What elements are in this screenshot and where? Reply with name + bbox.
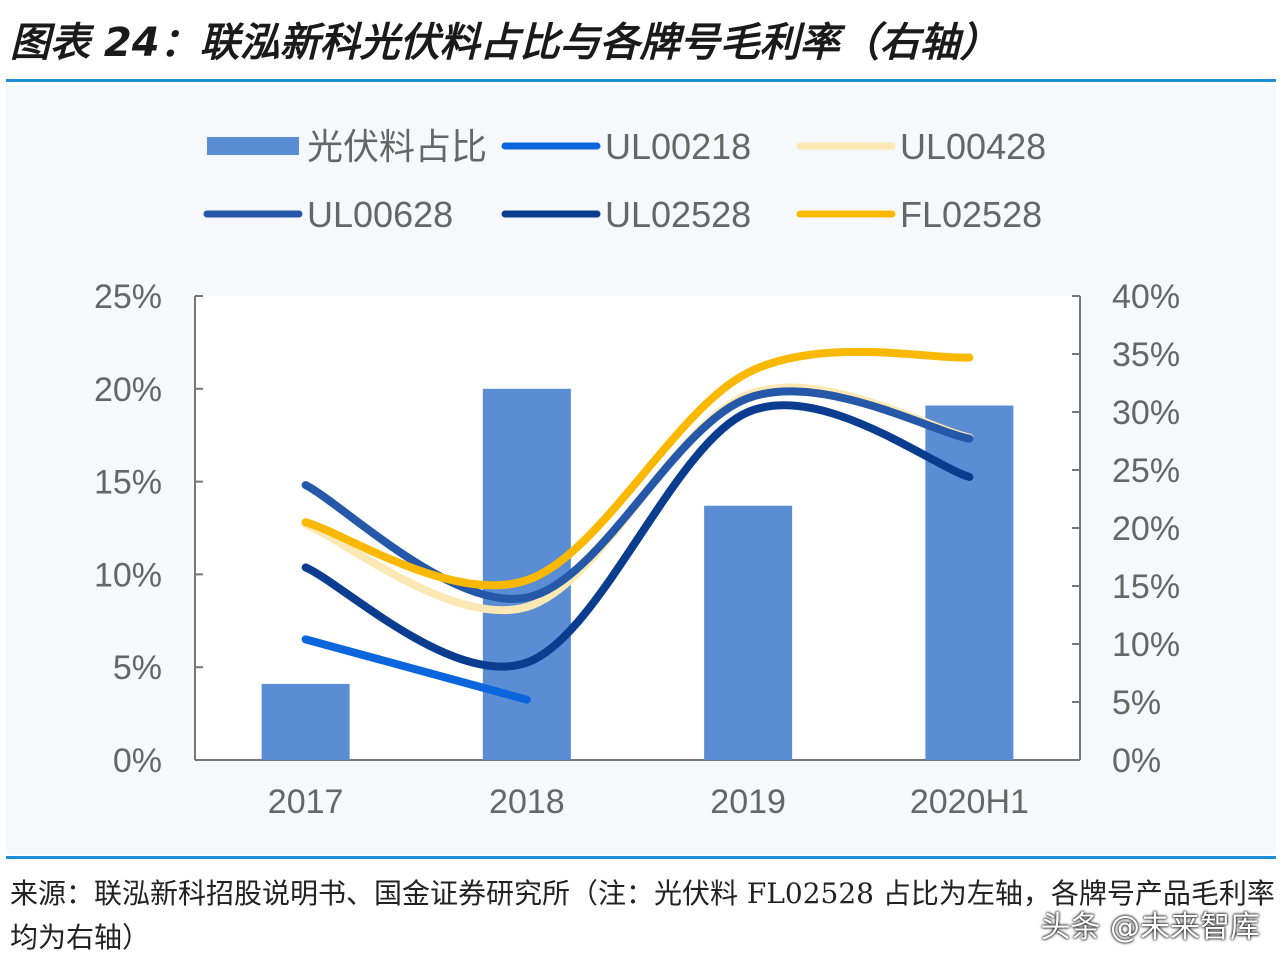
right-tick-label: 10% [1112,626,1180,664]
title-divider [6,79,1276,82]
left-tick-label: 15% [94,464,162,502]
source-divider [6,856,1276,859]
right-tick-label: 40% [1112,278,1180,316]
bar-2017 [261,683,350,760]
legend-swatch-光伏料占比 [207,137,299,155]
line-UL00218 [301,635,531,704]
legend-label-UL00628: UL00628 [307,194,453,235]
left-tick-label: 25% [94,278,162,316]
line-UL02528 [301,401,974,671]
bar-2019 [704,505,793,760]
right-tick-label: 20% [1112,510,1180,548]
watermark: 头条 @未来智库 [1040,910,1260,945]
left-tick-label: 0% [113,742,162,780]
bar-2018 [482,388,571,760]
left-tick-label: 20% [94,371,162,409]
right-tick-label: 5% [1112,684,1161,722]
left-tick-label: 5% [113,649,162,687]
figure-title: 图表 24：联泓新科光伏料占比与各牌号毛利率（右轴） [10,20,1000,66]
legend-label-UL02528: UL02528 [605,194,751,235]
line-FL02528 [301,347,974,590]
left-tick-label: 10% [94,556,162,594]
right-tick-label: 0% [1112,742,1161,780]
x-tick-label: 2017 [268,783,344,821]
source-note: 来源：联泓新科招股说明书、国金证券研究所（注：光伏料 FL02528 占比为左轴… [10,877,1275,954]
x-tick-label: 2018 [489,783,565,821]
right-tick-label: 30% [1112,394,1180,432]
x-tick-label: 2019 [710,783,786,821]
right-tick-label: 25% [1112,452,1180,490]
legend-label-UL00218: UL00218 [605,126,751,167]
legend-label-FL02528: FL02528 [900,194,1042,235]
right-tick-label: 35% [1112,336,1180,374]
line-UL00628 [301,387,974,603]
legend-label-UL00428: UL00428 [900,126,1046,167]
x-tick-label: 2020H1 [910,783,1029,821]
legend-label-光伏料占比: 光伏料占比 [307,126,487,167]
right-tick-label: 15% [1112,568,1180,606]
